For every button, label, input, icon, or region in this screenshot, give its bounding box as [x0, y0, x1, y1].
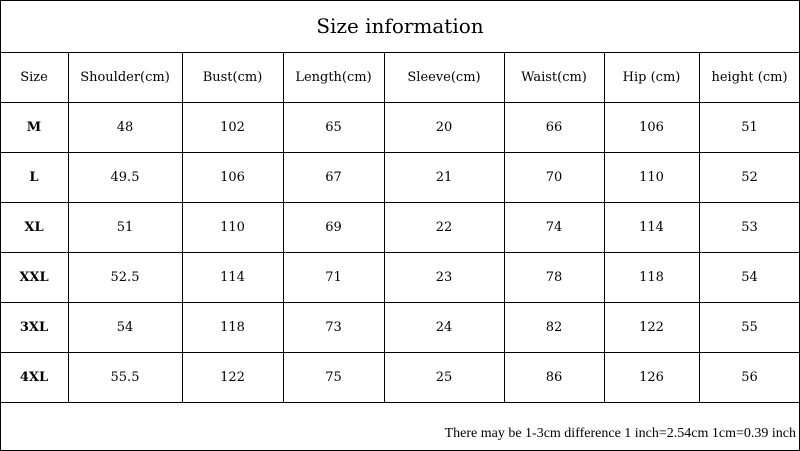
size-label: L: [29, 169, 39, 185]
row-border: [0, 402, 800, 403]
title: Size information: [316, 14, 484, 38]
measurement: 20: [435, 119, 453, 135]
col-border: [384, 52, 385, 402]
size-label: 3XL: [19, 319, 49, 335]
measurement: 48: [116, 119, 134, 135]
col-border: [604, 52, 605, 402]
measurement: 51: [116, 219, 134, 235]
measurement: 69: [325, 219, 342, 235]
measurement: 110: [220, 219, 245, 235]
footer-note: There may be 1-3cm difference 1 inch=2.5…: [444, 426, 796, 441]
row-border: [0, 352, 800, 353]
measurement: 86: [545, 369, 563, 385]
column-header: Waist(cm): [521, 69, 587, 85]
measurement: 54: [741, 269, 758, 285]
column-header: height (cm): [711, 69, 788, 85]
column-header: Bust(cm): [202, 69, 263, 85]
measurement: 74: [545, 219, 563, 235]
measurement: 102: [220, 119, 245, 135]
col-border: [182, 52, 183, 402]
measurement: 122: [220, 369, 245, 385]
measurement: 66: [545, 119, 563, 135]
measurement: 114: [639, 219, 664, 235]
measurement: 118: [220, 319, 245, 335]
col-border: [699, 52, 700, 402]
measurement: 25: [435, 369, 453, 385]
column-header: Shoulder(cm): [80, 69, 170, 85]
measurement: 126: [639, 369, 664, 385]
measurement: 55: [741, 319, 758, 335]
row-border: [0, 0, 800, 1]
measurement: 82: [545, 319, 563, 335]
measurement: 106: [639, 119, 664, 135]
row-border: [0, 152, 800, 153]
measurement: 52: [741, 169, 758, 185]
measurement: 110: [639, 169, 664, 185]
column-header: Length(cm): [295, 69, 372, 85]
measurement: 122: [639, 319, 664, 335]
size-label: XL: [24, 219, 44, 235]
row-border: [0, 102, 800, 103]
measurement: 21: [435, 169, 453, 185]
measurement: 54: [116, 319, 134, 335]
measurement: 56: [741, 369, 758, 385]
column-header: Size: [20, 69, 48, 85]
measurement: 70: [545, 169, 563, 185]
col-border: [68, 52, 69, 402]
measurement: 75: [325, 369, 342, 385]
measurement: 78: [545, 269, 563, 285]
col-border: [283, 52, 284, 402]
measurement: 106: [220, 169, 245, 185]
column-header: Sleeve(cm): [407, 69, 481, 85]
measurement: 22: [435, 219, 453, 235]
measurement: 23: [435, 269, 453, 285]
size-label: 4XL: [19, 369, 49, 385]
measurement: 49.5: [110, 169, 140, 185]
measurement: 52.5: [110, 269, 140, 285]
measurement: 53: [741, 219, 758, 235]
column-header: Hip (cm): [622, 69, 681, 85]
row-border: [0, 202, 800, 203]
measurement: 65: [325, 119, 342, 135]
row-border: [0, 252, 800, 253]
row-border: [0, 52, 800, 53]
size-label: XXL: [19, 269, 49, 285]
measurement: 55.5: [110, 369, 140, 385]
measurement: 71: [325, 269, 342, 285]
measurement: 73: [325, 319, 342, 335]
col-border: [0, 0, 1, 451]
measurement: 114: [220, 269, 245, 285]
measurement: 67: [325, 169, 342, 185]
row-border: [0, 302, 800, 303]
col-border: [504, 52, 505, 402]
measurement: 51: [741, 119, 758, 135]
measurement: 118: [639, 269, 664, 285]
measurement: 24: [435, 319, 453, 335]
size-label: M: [26, 119, 42, 135]
